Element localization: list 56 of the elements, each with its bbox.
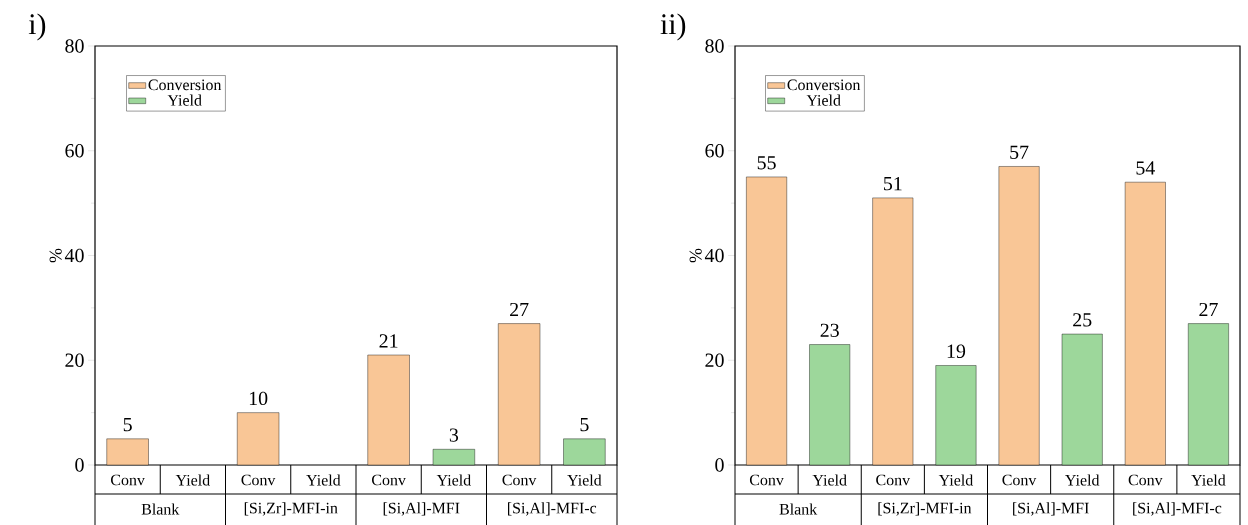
text: Conv <box>876 474 911 486</box>
text: Conv <box>749 474 784 486</box>
data-label: 57 <box>1010 145 1029 159</box>
text: Conv <box>502 474 537 486</box>
x-tick-label: [Si,Al]-MFI-c <box>1133 502 1222 516</box>
y-tick-label: 40 <box>64 248 84 263</box>
chart-title: i) <box>28 13 46 41</box>
text: Conv <box>372 474 406 486</box>
text: Conv <box>1002 474 1037 486</box>
y-tick-label: 80 <box>65 39 84 53</box>
legend-label: Conversion <box>787 79 861 91</box>
y-tick-label: 80 <box>705 39 724 53</box>
y-tick-label: 60 <box>705 144 724 158</box>
data-label: 27 <box>510 302 529 317</box>
text: Conv <box>111 474 145 486</box>
text: Yield <box>436 474 471 486</box>
data-label: 54 <box>1136 161 1155 175</box>
legend-label: Yield <box>167 94 202 106</box>
x-tick-label: Blank <box>779 503 818 515</box>
x-tick-label: Blank <box>141 503 180 515</box>
y-tick-label: 20 <box>705 353 724 367</box>
data-label: 5 <box>580 418 589 432</box>
x-tick-label: [Si,Zr]-MFI-in <box>244 502 338 516</box>
y-axis-title: % <box>49 248 62 263</box>
data-label: 3 <box>449 428 459 442</box>
data-label: 51 <box>884 177 902 191</box>
y-tick-label: 0 <box>715 458 724 472</box>
text: Yield <box>567 474 602 486</box>
data-label: 19 <box>947 344 966 358</box>
data-label: 25 <box>1073 313 1092 327</box>
data-label: 55 <box>757 156 776 170</box>
text: Yield <box>938 474 974 486</box>
y-tick-label: 40 <box>704 248 724 263</box>
text: Yield <box>306 474 341 486</box>
legend-label: Yield <box>806 94 841 106</box>
text: Yield <box>1191 474 1226 486</box>
legend-label: Conversion <box>148 79 222 91</box>
x-tick-label: [Si,Al]-MFI <box>1013 502 1089 516</box>
text: Yield <box>1065 474 1100 486</box>
y-axis-title: % <box>689 248 702 263</box>
data-label: 21 <box>379 334 398 348</box>
data-label: 23 <box>820 323 839 338</box>
x-tick-label: [Si,Al]-MFI <box>383 502 460 516</box>
text: Conv <box>241 474 276 486</box>
text: Yield <box>812 474 847 486</box>
data-label: 5 <box>123 418 132 432</box>
y-tick-label: 20 <box>65 353 84 367</box>
x-tick-label: [Si,Zr]-MFI-in <box>878 502 972 516</box>
text: Conv <box>1128 474 1163 486</box>
data-label: 10 <box>249 391 268 406</box>
x-tick-label: [Si,Al]-MFI-c <box>508 502 597 516</box>
data-label: 27 <box>1199 302 1218 317</box>
y-tick-label: 0 <box>75 458 84 472</box>
y-tick-label: 60 <box>65 144 84 158</box>
chart-title: ii) <box>660 13 686 41</box>
text: Yield <box>175 474 210 486</box>
